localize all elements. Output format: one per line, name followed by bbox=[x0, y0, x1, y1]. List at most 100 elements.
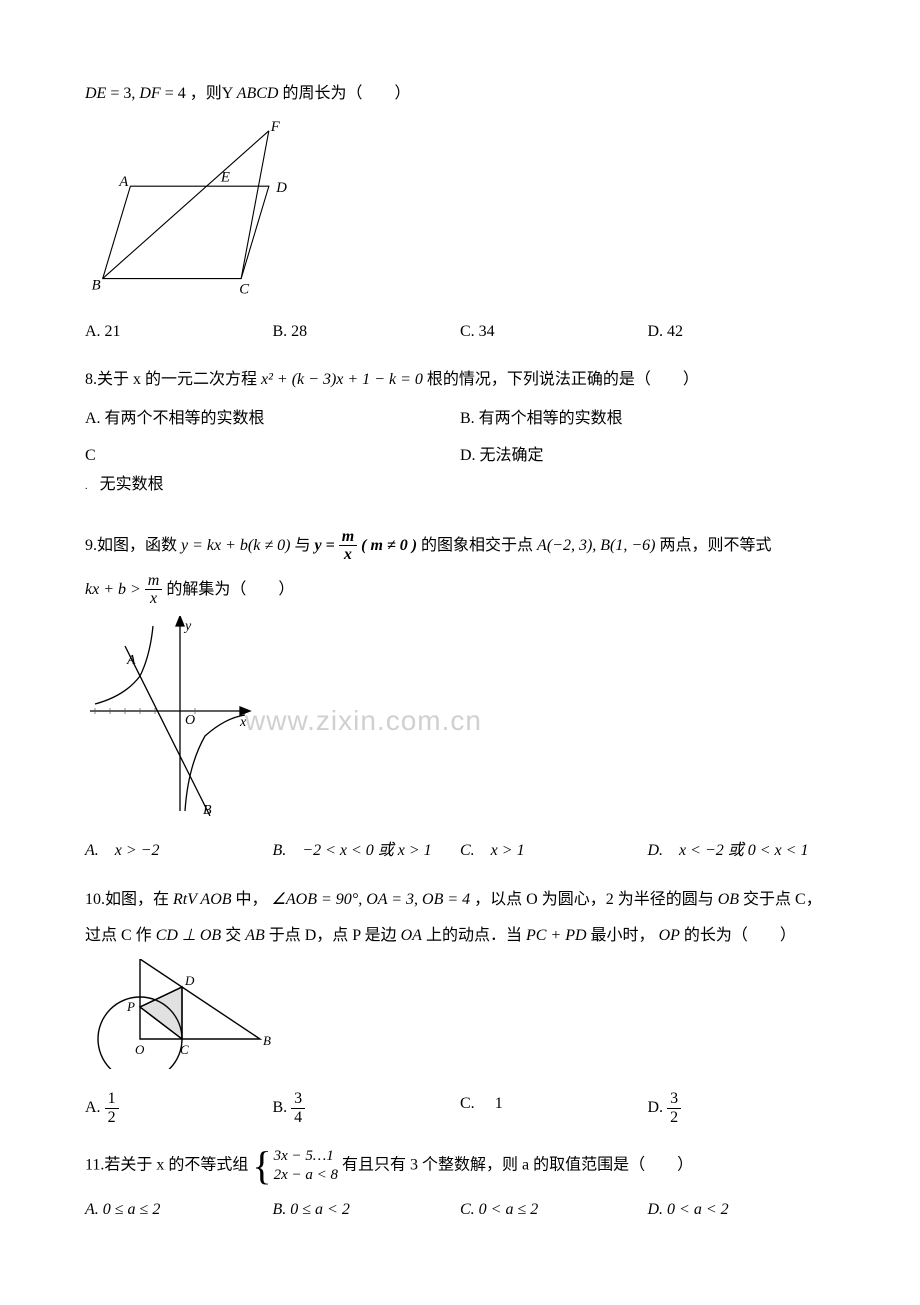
q9-frac1: mx bbox=[339, 528, 357, 564]
q10-pcpd: PC + PD bbox=[526, 927, 587, 944]
svg-text:O: O bbox=[185, 713, 195, 728]
q8-eq: x² + (k − 3)x + 1 − k = 0 bbox=[261, 371, 423, 388]
q9-frac2-den: x bbox=[145, 589, 163, 608]
q8-opt-a: A. 有两个不相等的实数根 bbox=[85, 405, 460, 434]
svg-text:P: P bbox=[126, 999, 135, 1014]
q7-opt-c: C. 34 bbox=[460, 318, 648, 347]
q10-b-num: 3 bbox=[291, 1090, 305, 1108]
q10-a-label: A. bbox=[85, 1099, 101, 1116]
q7-abcd: ABCD bbox=[237, 85, 279, 102]
q11-opt-b: B. 0 ≤ a < 2 bbox=[273, 1196, 461, 1225]
q9-opt-c: C. x > 1 bbox=[460, 837, 648, 866]
q10-t9: 最小时， bbox=[591, 927, 655, 944]
q7-df: DF bbox=[139, 85, 160, 102]
q8-opt-d: D. 无法确定 bbox=[460, 442, 835, 500]
q10-t3: ，以点 O 为圆心，2 为半径的圆与 bbox=[474, 891, 714, 908]
q10-d-label: D. bbox=[648, 1099, 664, 1116]
q9-pts: A(−2, 3), B(1, −6) bbox=[537, 536, 655, 553]
q9-eq2y: y = bbox=[314, 536, 334, 553]
q7-eq1: = 3, bbox=[110, 85, 135, 102]
q10-a-den: 2 bbox=[105, 1108, 119, 1127]
q10-c-label: C. bbox=[460, 1095, 475, 1112]
q7-txt-after: ，则Y bbox=[190, 85, 233, 102]
q10-num: 10. bbox=[85, 891, 105, 908]
q9-eq2cond: ( m ≠ 0 ) bbox=[361, 536, 417, 553]
q10-figure: O A B C D P bbox=[85, 959, 835, 1080]
svg-text:D: D bbox=[184, 973, 195, 988]
q10-b-label: B. bbox=[273, 1099, 288, 1116]
q9-frac2-num: m bbox=[145, 572, 163, 590]
q9-line1: 9.如图，函数 y = kx + b(k ≠ 0) 与 y = mx ( m ≠… bbox=[85, 528, 835, 564]
watermark: www.zixin.com.cn bbox=[245, 696, 482, 746]
q10-cond1: ∠AOB = 90°, OA = 3, OB = 4 bbox=[272, 891, 471, 908]
q9-t1: 如图，函数 bbox=[97, 536, 177, 553]
q9-figure: www.zixin.com.cn y x O A B bbox=[85, 616, 835, 827]
q8-options: A. 有两个不相等的实数根 B. 有两个相等的实数根 C. 无实数根 D. 无法… bbox=[85, 405, 835, 507]
q10-c-val: 1 bbox=[495, 1095, 503, 1112]
q10-options: A. 12 B. 34 C. 1 D. 32 bbox=[85, 1090, 835, 1126]
q7-eq2: = 4 bbox=[165, 85, 186, 102]
svg-text:A: A bbox=[132, 959, 141, 960]
q8-pre: 关于 x 的一元二次方程 bbox=[97, 371, 257, 388]
q10-d-den: 2 bbox=[667, 1108, 681, 1127]
q10-cdob: CD ⊥ OB bbox=[156, 927, 222, 944]
q10-a-num: 1 bbox=[105, 1090, 119, 1108]
svg-text:B: B bbox=[92, 277, 101, 293]
svg-text:A: A bbox=[126, 653, 136, 668]
q11-options: A. 0 ≤ a ≤ 2 B. 0 ≤ a < 2 C. 0 < a ≤ 2 D… bbox=[85, 1196, 835, 1225]
q11-opt-c: C. 0 < a ≤ 2 bbox=[460, 1196, 648, 1225]
q11-system: { 3x − 5…1 2x − a < 8 bbox=[252, 1146, 338, 1186]
q10-oa: OA bbox=[401, 927, 422, 944]
svg-text:B: B bbox=[203, 803, 212, 816]
q11-opt-d: D. 0 < a < 2 bbox=[648, 1196, 836, 1225]
q8-opt-c: C. 无实数根 bbox=[85, 442, 460, 500]
q9-t2: 与 bbox=[294, 536, 310, 553]
svg-text:F: F bbox=[270, 119, 281, 135]
q10-t5: 过点 C 作 bbox=[85, 927, 152, 944]
q10-d-num: 3 bbox=[667, 1090, 681, 1108]
svg-text:O: O bbox=[135, 1042, 145, 1057]
q10-t7: 于点 D，点 P 是边 bbox=[269, 927, 397, 944]
svg-text:D: D bbox=[275, 180, 287, 196]
q10-t2: 中， bbox=[236, 891, 268, 908]
svg-text:E: E bbox=[220, 169, 230, 185]
q11-num: 11. bbox=[85, 1157, 104, 1174]
svg-text:x: x bbox=[239, 715, 247, 730]
svg-text:y: y bbox=[183, 619, 192, 634]
q10-opt-c: C. 1 bbox=[460, 1090, 648, 1126]
q7-txt-perim: 的周长为（ ） bbox=[282, 85, 410, 102]
q10-opt-a: A. 12 bbox=[85, 1090, 273, 1126]
q9-num: 9. bbox=[85, 536, 97, 553]
q9-frac1-den: x bbox=[339, 545, 357, 564]
q9-frac1-num: m bbox=[339, 528, 357, 546]
q7-opt-b: B. 28 bbox=[273, 318, 461, 347]
q9-opt-b: B. −2 < x < 0 或 x > 1 bbox=[273, 837, 461, 866]
q8-line: 8.关于 x 的一元二次方程 x² + (k − 3)x + 1 − k = 0… bbox=[85, 366, 835, 395]
q11-line: 11.若关于 x 的不等式组 { 3x − 5…1 2x − a < 8 有且只… bbox=[85, 1146, 835, 1186]
q7-opt-d: D. 42 bbox=[648, 318, 836, 347]
q10-t10: 的长为（ ） bbox=[684, 927, 796, 944]
q10-ab: AB bbox=[245, 927, 265, 944]
q10-op: OP bbox=[659, 927, 680, 944]
q10-opt-b: B. 34 bbox=[273, 1090, 461, 1126]
svg-text:C: C bbox=[239, 281, 249, 297]
q10-ob: OB bbox=[718, 891, 739, 908]
q10-rt: RtV AOB bbox=[173, 891, 232, 908]
q10-line1: 10.如图，在 RtV AOB 中， ∠AOB = 90°, OA = 3, O… bbox=[85, 886, 835, 915]
q9-opt-d: D. x < −2 或 0 < x < 1 bbox=[648, 837, 836, 866]
q9-t3: 的图象相交于点 bbox=[421, 536, 533, 553]
q7-figure: A B C D E F bbox=[85, 117, 835, 308]
q9-t4: 两点，则不等式 bbox=[660, 536, 772, 553]
q8-num: 8. bbox=[85, 371, 97, 388]
q10-t4: 交于点 C， bbox=[743, 891, 822, 908]
q8-opt-c-txt: 无实数根 bbox=[100, 476, 164, 493]
q10-b-den: 4 bbox=[291, 1108, 305, 1127]
q11-t1: 若关于 x 的不等式组 bbox=[104, 1157, 248, 1174]
q8-post: 根的情况，下列说法正确的是（ ） bbox=[427, 371, 699, 388]
q11-t2: 有且只有 3 个整数解，则 a 的取值范围是（ ） bbox=[342, 1157, 693, 1174]
svg-text:C: C bbox=[180, 1042, 189, 1057]
q8-opt-b: B. 有两个相等的实数根 bbox=[460, 405, 835, 434]
q10-opt-d: D. 32 bbox=[648, 1090, 836, 1126]
svg-text:B: B bbox=[263, 1033, 271, 1048]
q10-line2: 过点 C 作 CD ⊥ OB 交 AB 于点 D，点 P 是边 OA 上的动点．… bbox=[85, 922, 835, 951]
